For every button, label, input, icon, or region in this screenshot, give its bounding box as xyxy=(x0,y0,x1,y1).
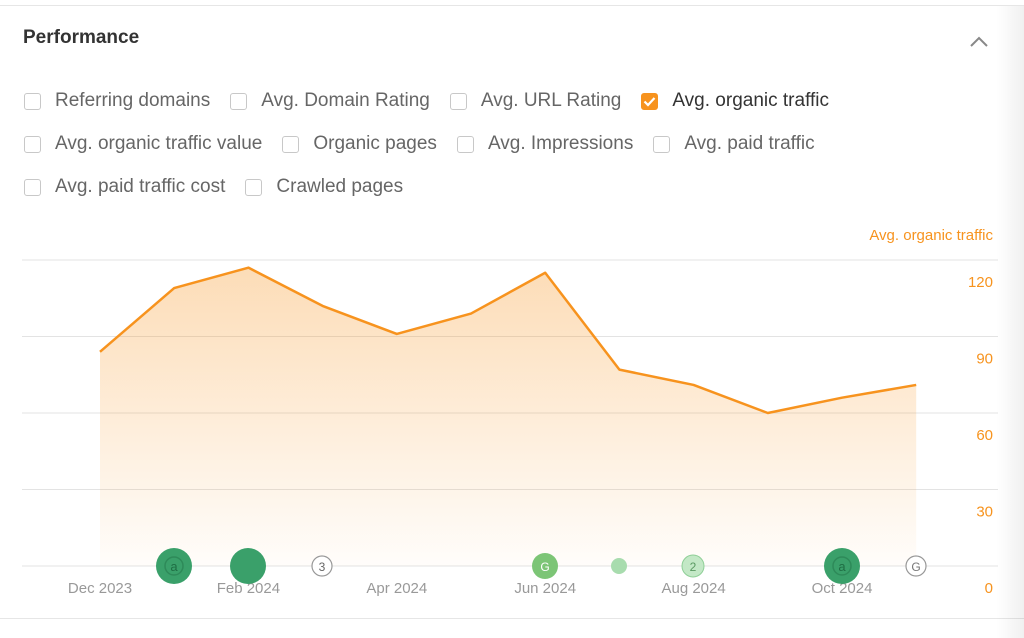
metric-checkbox[interactable]: Avg. URL Rating xyxy=(449,90,622,112)
checkbox-label[interactable]: Avg. organic traffic value xyxy=(55,133,263,154)
metric-checkbox[interactable]: Avg. Impressions xyxy=(456,133,634,155)
checkbox-label[interactable]: Avg. paid traffic xyxy=(684,133,815,154)
event-label: 2 xyxy=(690,560,697,574)
checkbox-label[interactable]: Avg. organic traffic xyxy=(672,90,830,111)
y2-tick-label: 30 xyxy=(976,504,993,521)
checkbox[interactable] xyxy=(24,92,41,110)
option-row: Avg. paid traffic cost Crawled pages xyxy=(24,176,423,198)
metric-checkbox[interactable]: Avg. organic traffic xyxy=(641,90,829,112)
scroll-shadow xyxy=(996,6,1024,638)
checkbox-label[interactable]: Avg. paid traffic cost xyxy=(55,176,226,197)
checkbox-label[interactable]: Referring domains xyxy=(55,90,211,111)
y2-tick-label: 0 xyxy=(985,580,993,597)
checkbox-label[interactable]: Crawled pages xyxy=(276,176,404,197)
metric-checkbox[interactable]: Avg. paid traffic xyxy=(653,133,815,155)
area xyxy=(100,267,917,566)
checkbox[interactable] xyxy=(653,135,671,153)
checkbox-label[interactable]: Organic pages xyxy=(313,133,437,154)
y2-tick-label: 60 xyxy=(976,427,993,444)
checkbox[interactable] xyxy=(641,92,659,110)
checkmark xyxy=(644,96,656,107)
metric-checkbox[interactable]: Referring domains xyxy=(24,90,210,112)
y2-tick-label: 120 xyxy=(968,274,993,291)
metric-checkbox[interactable]: Avg. organic traffic value xyxy=(24,133,262,155)
event-label: a xyxy=(838,559,846,574)
x-tick-label: Apr 2024 xyxy=(366,580,427,597)
metric-checkbox[interactable]: Avg. paid traffic cost xyxy=(24,176,225,198)
checkbox[interactable] xyxy=(230,92,248,110)
checkbox[interactable] xyxy=(449,92,467,110)
line xyxy=(99,266,917,415)
event-marker[interactable] xyxy=(824,548,860,584)
checkbox[interactable] xyxy=(24,135,41,153)
event-markers: a 3 G 2 a G xyxy=(156,548,927,584)
checkbox-label[interactable]: Avg. Impressions xyxy=(487,133,634,154)
x-tick-label: Oct 2024 xyxy=(812,580,873,597)
event-marker[interactable] xyxy=(230,548,266,584)
checkbox[interactable] xyxy=(245,178,263,196)
metric-checkbox[interactable]: Organic pages xyxy=(282,133,437,155)
checkbox[interactable] xyxy=(282,135,300,153)
y2-tick-label: 90 xyxy=(976,351,993,368)
checkbox-label[interactable]: Avg. URL Rating xyxy=(480,90,622,111)
event-icon xyxy=(832,556,852,576)
option-row: Avg. organic traffic value Organic pages A… xyxy=(24,133,835,155)
event-label: 3 xyxy=(319,560,326,574)
event-marker[interactable] xyxy=(681,554,705,578)
x-tick-label: Feb 2024 xyxy=(217,580,280,597)
event-icon xyxy=(164,556,184,576)
event-marker[interactable] xyxy=(156,548,192,584)
x-tick-label: Aug 2024 xyxy=(661,580,725,597)
event-label: G xyxy=(540,560,549,574)
event-label: G xyxy=(911,560,920,574)
option-row: Referring domains Avg. Domain Rating Avg. … xyxy=(24,90,849,112)
event-marker[interactable] xyxy=(311,555,333,577)
event-marker[interactable] xyxy=(611,558,627,574)
collapse-button[interactable] xyxy=(968,32,990,52)
x-tick-label: Dec 2023 xyxy=(68,580,132,597)
panel-title: Performance xyxy=(23,27,140,48)
event-label: a xyxy=(170,559,178,574)
x-tick-label: Jun 2024 xyxy=(514,580,576,597)
metric-checkbox[interactable]: Avg. Domain Rating xyxy=(230,90,430,112)
event-marker[interactable] xyxy=(532,553,558,579)
checkbox[interactable] xyxy=(24,178,41,196)
y2-axis-label: Avg. organic traffic xyxy=(869,227,993,244)
checkbox[interactable] xyxy=(456,135,474,153)
checkbox-label[interactable]: Avg. Domain Rating xyxy=(261,90,430,111)
metric-checkbox[interactable]: Crawled pages xyxy=(245,176,403,198)
event-marker[interactable] xyxy=(905,555,927,577)
